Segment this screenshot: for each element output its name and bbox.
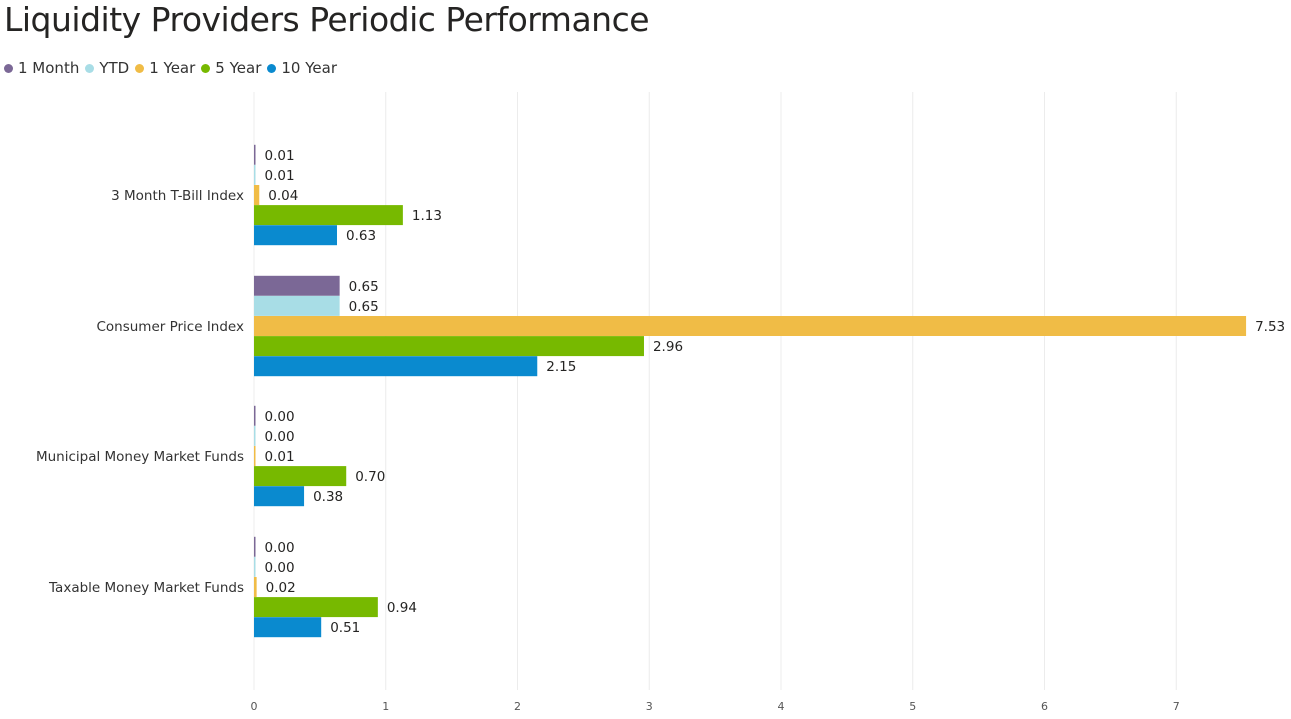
- bar[interactable]: [254, 536, 256, 557]
- x-tick-label: 7: [1173, 700, 1180, 713]
- data-label: 0.01: [265, 449, 295, 465]
- bar[interactable]: [254, 556, 256, 577]
- bar[interactable]: [254, 577, 257, 597]
- bar[interactable]: [254, 617, 322, 638]
- legend-item-2[interactable]: 1 Year: [135, 59, 195, 77]
- bar[interactable]: [254, 225, 338, 246]
- legend-item-1[interactable]: YTD: [85, 59, 129, 77]
- chart-title: Liquidity Providers Periodic Performance: [4, 0, 650, 39]
- bar[interactable]: [254, 316, 1247, 336]
- data-label: 7.53: [1255, 319, 1285, 335]
- data-label: 0.51: [330, 620, 360, 636]
- bar[interactable]: [254, 336, 644, 357]
- legend-item-0[interactable]: 1 Month: [4, 59, 79, 77]
- data-label: 0.70: [355, 469, 385, 485]
- data-label: 0.00: [265, 540, 295, 556]
- x-tick-label: 5: [909, 700, 916, 713]
- legend-item-3[interactable]: 5 Year: [201, 59, 261, 77]
- bar[interactable]: [254, 446, 256, 466]
- legend-label: 1 Month: [18, 59, 80, 77]
- x-tick-label: 2: [514, 700, 521, 713]
- category-label: Consumer Price Index: [96, 319, 244, 335]
- x-tick-label: 1: [382, 700, 389, 713]
- category-label: Taxable Money Market Funds: [48, 580, 244, 596]
- data-label: 1.13: [412, 208, 442, 224]
- x-tick-label: 4: [778, 700, 785, 713]
- x-tick-label: 3: [646, 700, 653, 713]
- legend-label: 10 Year: [281, 59, 337, 77]
- bar[interactable]: [254, 295, 340, 316]
- legend: 1 Month YTD 1 Year 5 Year 10 Year: [4, 58, 343, 78]
- data-label: 0.00: [265, 560, 295, 576]
- bar[interactable]: [254, 597, 378, 618]
- legend-label: 5 Year: [215, 59, 262, 77]
- data-label: 0.01: [265, 168, 295, 184]
- data-label: 0.94: [387, 600, 417, 616]
- data-label: 0.38: [313, 489, 343, 505]
- legend-marker: [201, 63, 211, 73]
- data-label: 0.01: [265, 148, 295, 164]
- bar[interactable]: [254, 425, 256, 446]
- legend-item-4[interactable]: 10 Year: [267, 59, 337, 77]
- bar[interactable]: [254, 486, 305, 507]
- x-tick-label: 6: [1041, 700, 1048, 713]
- data-label: 2.96: [653, 339, 683, 355]
- category-label: 3 Month T-Bill Index: [111, 188, 244, 204]
- data-label: 0.63: [346, 228, 376, 244]
- data-label: 0.02: [266, 580, 296, 596]
- bar[interactable]: [254, 405, 256, 426]
- bar[interactable]: [254, 275, 340, 296]
- data-label: 2.15: [546, 359, 576, 375]
- bar[interactable]: [254, 144, 256, 165]
- data-label: 0.65: [349, 279, 379, 295]
- bar[interactable]: [254, 356, 538, 377]
- category-label: Municipal Money Market Funds: [36, 449, 244, 465]
- legend-marker: [85, 63, 95, 73]
- data-label: 0.65: [349, 299, 379, 315]
- legend-label: YTD: [99, 59, 130, 77]
- legend-marker: [4, 63, 13, 73]
- bar[interactable]: [254, 466, 347, 487]
- bar[interactable]: [254, 164, 256, 185]
- legend-label: 1 Year: [149, 59, 196, 77]
- x-tick-label: 0: [251, 700, 258, 713]
- data-label: 0.04: [268, 188, 298, 204]
- legend-marker: [267, 63, 277, 73]
- bar[interactable]: [254, 185, 260, 205]
- legend-marker: [135, 63, 145, 73]
- bar[interactable]: [254, 205, 403, 226]
- data-label: 0.00: [265, 409, 295, 425]
- data-label: 0.00: [265, 429, 295, 445]
